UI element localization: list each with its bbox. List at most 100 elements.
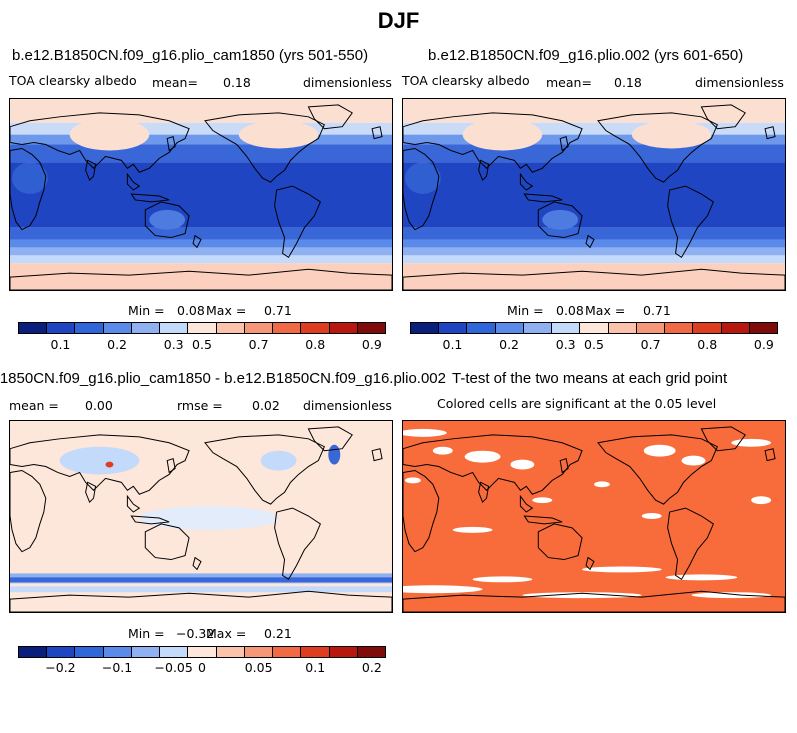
coast-northamerica [597, 434, 718, 505]
diff-band-southern-core [10, 577, 392, 583]
albedo-band [403, 99, 785, 123]
ttest-nonsignificant-patch [404, 477, 421, 484]
coast-eurasia [403, 112, 583, 173]
colorbar-swatch [19, 647, 47, 657]
albedo-band [403, 255, 785, 264]
colorbar-tick-label: 0.8 [697, 337, 718, 352]
albedo-band [403, 247, 785, 256]
colorbar-swatch [494, 323, 523, 333]
albedo-band [10, 134, 392, 145]
panel2-colorbar [410, 322, 778, 334]
coast-greenland [700, 426, 746, 452]
colorbar-swatch [187, 647, 216, 657]
coast-southamerica [667, 507, 714, 581]
ttest-nonsignificant-patch [464, 450, 501, 463]
colorbar-tick-label: 0.1 [50, 337, 71, 352]
colorbar-swatch [551, 323, 580, 333]
coast-southamerica [274, 185, 321, 259]
panel3-max-value: 0.21 [264, 626, 292, 641]
colorbar-swatch [46, 323, 75, 333]
panel1-min-value: 0.08 [177, 303, 205, 318]
coast-seasia [126, 494, 141, 513]
colorbar-swatch [74, 647, 103, 657]
albedo-patch-sahara [404, 162, 441, 195]
panel1-colorbar-ticks: 0.1 0.2 0.3 0.5 0.7 0.8 0.9 [18, 337, 386, 353]
albedo-patch-australia [542, 209, 579, 230]
panel2-max-label: Max = [585, 303, 626, 318]
panel3-rmse-label: rmse = [177, 398, 223, 413]
coast-africa-europe [10, 469, 47, 553]
panel3-mean-value: 0.00 [85, 398, 113, 413]
colorbar-swatch [102, 323, 131, 333]
ttest-nonsignificant-patch [522, 592, 642, 599]
colorbar-swatch [130, 323, 160, 333]
colorbar-tick-label: 0.3 [163, 337, 184, 352]
ttest-nonsignificant-patch [643, 444, 676, 457]
panel3-mean-label: mean = [9, 398, 59, 413]
diff-patch-asia-positive [105, 461, 114, 468]
coast-antarctica [403, 268, 785, 290]
panel1-colorbar [18, 322, 386, 334]
colorbar-swatch [19, 323, 47, 333]
ttest-nonsignificant-patch [641, 513, 662, 519]
coast-eurasia [10, 434, 190, 495]
colorbar-swatch [215, 647, 244, 657]
coast-uk-japan [166, 126, 383, 152]
panel2-colorbar-ticks: 0.1 0.2 0.3 0.5 0.7 0.8 0.9 [410, 337, 778, 353]
coast-africa-europe [403, 147, 440, 231]
panel3-min-value: −0.32 [176, 626, 215, 641]
colorbar-swatch [748, 323, 778, 333]
albedo-band [403, 239, 785, 248]
coast-greenland [307, 104, 353, 130]
panel2-min-value: 0.08 [556, 303, 584, 318]
coast-australia [537, 201, 583, 239]
coast-seasia [126, 172, 141, 191]
coast-indonesia [130, 193, 170, 203]
albedo-band [10, 255, 392, 264]
colorbar-swatch [272, 323, 301, 333]
ttest-nonsignificant-patch [681, 455, 706, 466]
coast-seasia [519, 172, 534, 191]
colorbar-swatch [522, 323, 552, 333]
albedo-band [403, 227, 785, 240]
coast-seasia [519, 494, 534, 513]
panel3-colorbar-ticks: −0.2 −0.1 −0.05 0 0.05 0.1 0.2 [18, 660, 386, 676]
albedo-patch-namerica [631, 120, 712, 149]
coast-africa-europe [403, 469, 440, 553]
panel1-max-label: Max = [206, 303, 247, 318]
ttest-nonsignificant-patch [594, 481, 610, 488]
ttest-nonsignificant-patch [472, 576, 533, 583]
ttest-nonsignificant-patch [665, 574, 738, 581]
albedo-band [403, 263, 785, 290]
coast-northamerica [204, 434, 325, 505]
colorbar-tick-label: 0.2 [361, 660, 382, 675]
albedo-band [403, 134, 785, 145]
albedo-band [10, 247, 392, 256]
panel1-title: b.e12.B1850CN.f09_g16.plio_cam1850 (yrs … [12, 47, 369, 64]
panel2-title: b.e12.B1850CN.f09_g16.plio.002 (yrs 601-… [428, 47, 744, 64]
colorbar-swatch [720, 323, 749, 333]
ttest-nonsignificant-patch [582, 566, 662, 573]
colorbar-swatch [243, 647, 273, 657]
panel1-map [9, 98, 393, 291]
panel1-min-label: Min = [128, 303, 165, 318]
figure-title: DJF [377, 8, 420, 33]
colorbar-tick-label: 0.8 [305, 337, 326, 352]
ttest-nonsignificant-patch [691, 592, 772, 599]
diff-patch-asia [59, 446, 140, 475]
coast-southamerica [274, 507, 321, 581]
colorbar-swatch [466, 323, 495, 333]
ttest-nonsignificant-patch [452, 526, 493, 533]
colorbar-tick-label: 0.2 [499, 337, 520, 352]
ttest-nonsignificant-patch [403, 585, 483, 594]
coast-eurasia [403, 434, 583, 495]
panel3-title: b.e12.B1850CN.f09_g16.plio_cam1850 - b.e… [0, 370, 446, 387]
coast-northamerica [204, 112, 325, 183]
albedo-patch-australia [149, 209, 186, 230]
panel3-units: dimensionless [303, 398, 392, 413]
ttest-nonsignificant-patch [510, 459, 535, 470]
albedo-patch-asia [69, 118, 150, 151]
coast-indonesia [130, 515, 170, 525]
coast-newzealand [585, 234, 595, 249]
colorbar-swatch [159, 647, 188, 657]
